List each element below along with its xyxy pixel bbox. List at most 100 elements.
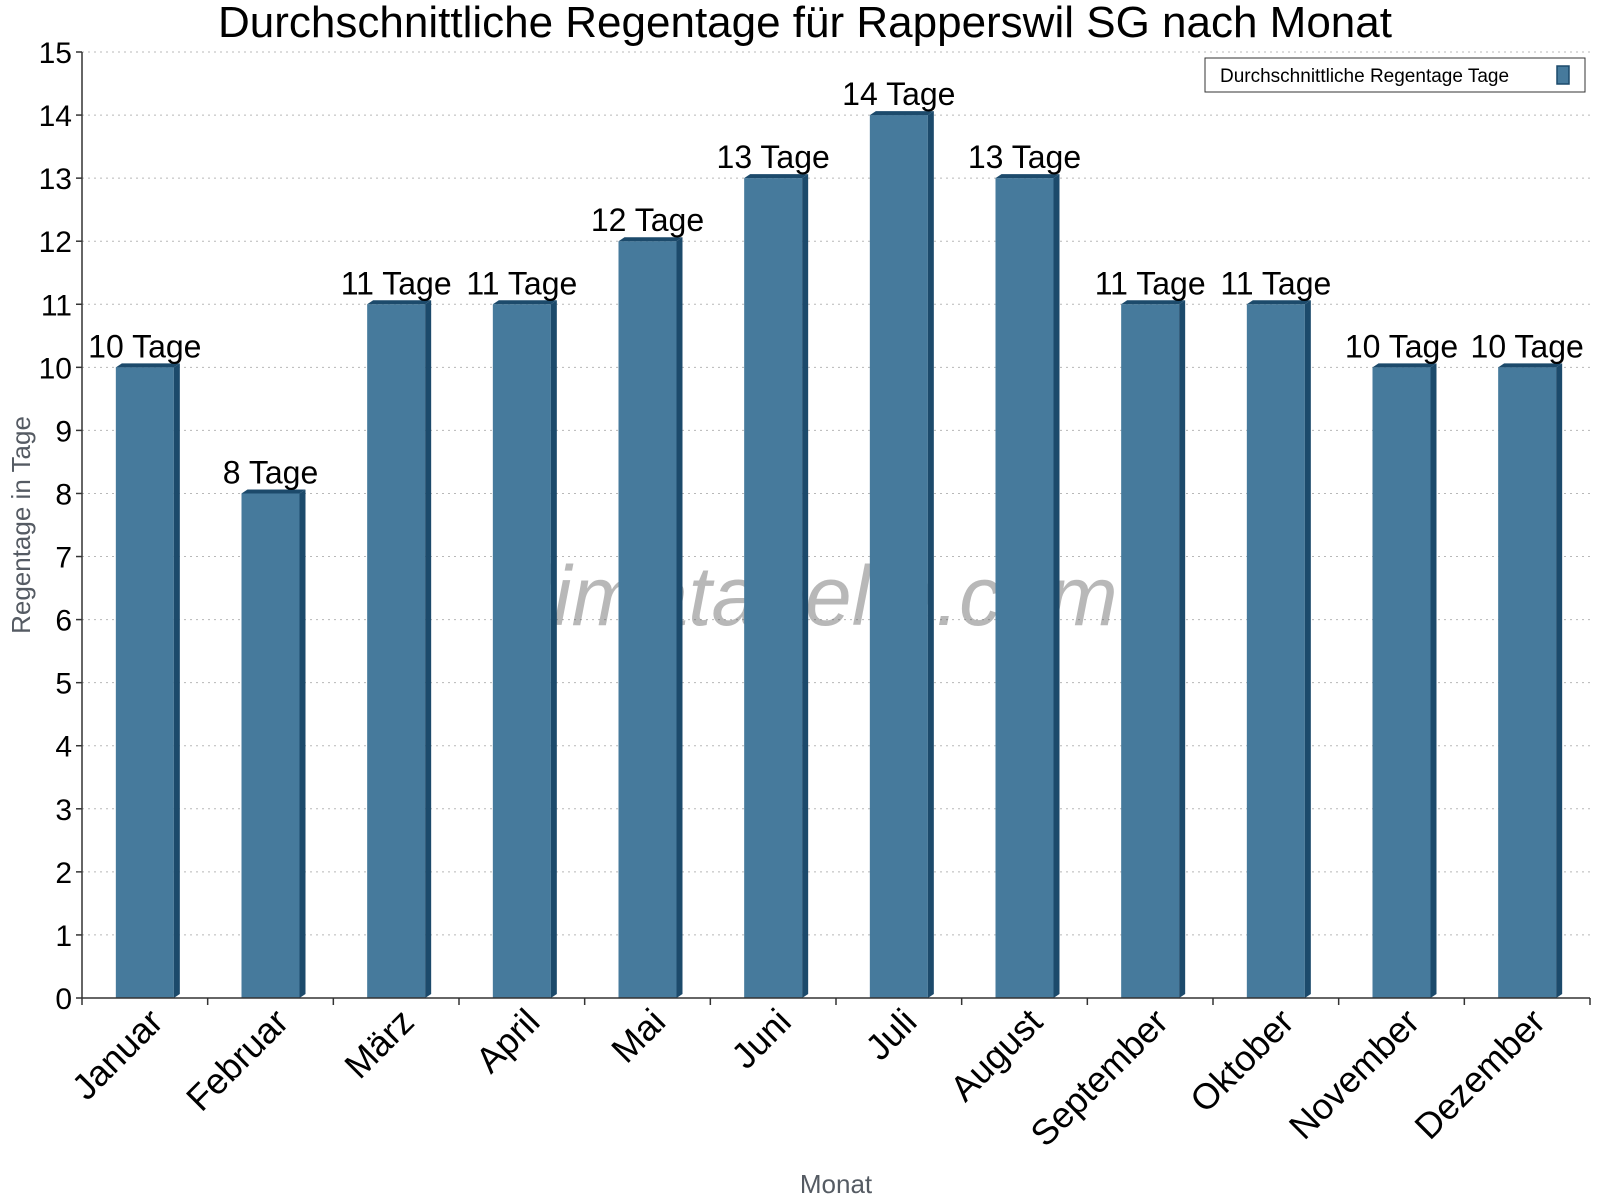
bar-front <box>869 115 928 999</box>
y-tick-label: 0 <box>55 983 72 1016</box>
bar-side <box>1556 363 1563 998</box>
x-tick-label: Dezember <box>1406 1001 1552 1147</box>
bar-juli <box>869 111 934 999</box>
bar-side <box>802 174 809 999</box>
bar-top <box>492 300 557 305</box>
x-tick-label: August <box>942 1001 1050 1109</box>
x-tick-label: September <box>1022 1001 1176 1155</box>
y-tick-label: 12 <box>39 226 72 259</box>
bar-value-label: 11 Tage <box>1220 265 1331 301</box>
bar-dezember <box>1498 363 1563 998</box>
bar-januar <box>115 363 180 998</box>
legend-label: Durchschnittliche Regentage Tage <box>1220 66 1509 87</box>
x-tick-label: Juni <box>723 1001 799 1077</box>
bar-front <box>1246 304 1305 998</box>
bar-juni <box>744 174 809 999</box>
bar-front <box>1498 367 1557 998</box>
x-tick-label: März <box>336 1001 422 1087</box>
bar-april <box>492 300 557 998</box>
bars <box>115 111 1563 999</box>
bar-side <box>1304 300 1311 998</box>
x-tick-label: Mai <box>603 1001 673 1071</box>
bar-top <box>869 111 934 116</box>
y-tick-label: 11 <box>41 289 72 322</box>
bar-top <box>1498 363 1563 368</box>
bar-top <box>1246 300 1311 305</box>
bar-side <box>1430 363 1437 998</box>
bar-front <box>241 493 300 998</box>
bar-februar <box>241 489 306 998</box>
bar-value-label: 10 Tage <box>1471 328 1584 364</box>
y-tick-label: 10 <box>39 352 72 385</box>
bar-value-label: 10 Tage <box>1345 328 1458 364</box>
bar-side <box>299 489 306 998</box>
y-tick-label: 15 <box>39 37 72 70</box>
bar-value-labels: 10 Tage 8 Tage 11 Tage 11 Tage 12 Tage 13 Tag… <box>88 76 1584 490</box>
bar-value-label: 14 Tage <box>842 76 955 112</box>
y-tick-label: 7 <box>55 542 72 575</box>
bar-front <box>115 367 174 998</box>
bar-side <box>173 363 180 998</box>
bar-value-label: 11 Tage <box>1095 265 1206 301</box>
bar-top <box>995 174 1060 179</box>
y-tick-label: 3 <box>55 794 72 827</box>
x-tick-label: April <box>468 1001 548 1081</box>
bar-value-label: 10 Tage <box>88 328 201 364</box>
bar-front <box>995 178 1054 999</box>
y-tick-label: 14 <box>39 100 72 133</box>
bar-top <box>115 363 180 368</box>
bar-front <box>618 241 677 998</box>
bar-top <box>1372 363 1437 368</box>
bar-value-label: 13 Tage <box>968 139 1081 175</box>
y-tick-label: 5 <box>55 668 72 701</box>
x-tick-label: Februar <box>178 1001 296 1119</box>
bar-front <box>1372 367 1431 998</box>
bar-oktober <box>1246 300 1311 998</box>
y-tick-label: 1 <box>55 920 72 953</box>
bar-value-label: 13 Tage <box>717 139 830 175</box>
bar-november <box>1372 363 1437 998</box>
gridlines <box>82 51 1590 936</box>
bar-side <box>550 300 557 998</box>
bar-top <box>367 300 432 305</box>
bar-top <box>241 489 306 494</box>
y-axis-label: Regentage in Tage <box>6 416 36 634</box>
y-tick-label: 9 <box>55 415 72 448</box>
bar-september <box>1121 300 1186 998</box>
bar-value-label: 11 Tage <box>466 265 577 301</box>
bar-value-label: 12 Tage <box>591 202 704 238</box>
x-axis-label: Monat <box>800 1169 873 1199</box>
bar-value-label: 11 Tage <box>341 265 452 301</box>
bar-side <box>927 111 934 999</box>
bar-märz <box>367 300 432 998</box>
y-tick-label: 4 <box>55 731 72 764</box>
bar-august <box>995 174 1060 999</box>
y-tick-label: 8 <box>55 478 72 511</box>
bar-side <box>425 300 432 998</box>
x-tick-labels: Januar Februar März April Mai Juni Juli AugustS… <box>64 998 1591 1155</box>
y-tick-label: 13 <box>39 163 72 196</box>
bar-top <box>618 237 683 242</box>
bar-front <box>492 304 551 998</box>
bar-front <box>367 304 426 998</box>
chart-title: Durchschnittliche Regentage für Rappersw… <box>218 0 1392 47</box>
y-tick-label: 2 <box>55 857 72 890</box>
bar-side <box>676 237 683 998</box>
axes <box>81 52 1590 999</box>
y-tick-label: 6 <box>55 605 72 638</box>
bar-top <box>1121 300 1186 305</box>
legend-box <box>1204 57 1586 93</box>
bar-top <box>744 174 809 179</box>
x-tick-label: Januar <box>64 1001 171 1108</box>
x-tick-label: Juli <box>857 1001 924 1068</box>
legend: Durchschnittliche Regentage Tage <box>1204 57 1586 93</box>
bar-side <box>1179 300 1186 998</box>
bar-front <box>1121 304 1180 998</box>
legend-swatch <box>1556 65 1570 85</box>
bar-front <box>744 178 803 999</box>
x-tick-label: November <box>1281 1001 1427 1147</box>
x-tick-label: Oktober <box>1182 1001 1302 1121</box>
bar-value-label: 8 Tage <box>223 454 319 490</box>
